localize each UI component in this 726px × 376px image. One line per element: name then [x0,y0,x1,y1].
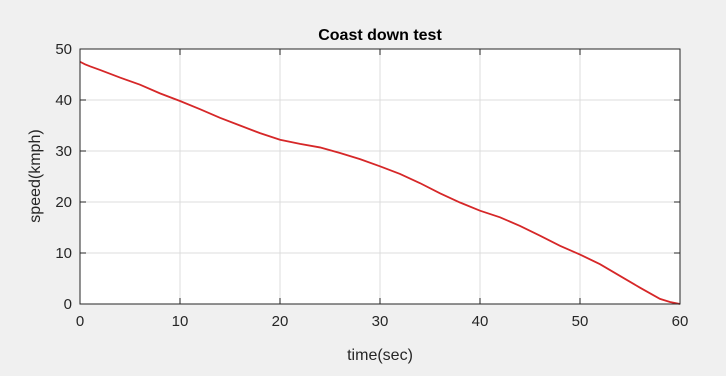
y-tick-label: 0 [64,296,72,313]
y-tick-label: 20 [55,194,72,211]
series-line-speed [79,60,681,305]
x-tick-label: 40 [472,313,489,330]
y-tick-label: 30 [55,143,72,160]
x-axis-label: time(sec) [347,347,413,364]
y-axis-label: speed(kmph) [27,129,44,222]
x-tick-label: 20 [272,313,289,330]
x-tick-label: 30 [372,313,389,330]
chart-title: Coast down test [318,27,442,44]
y-tick-label: 10 [55,245,72,262]
x-tick-label: 0 [76,313,84,330]
x-tick-label: 10 [172,313,189,330]
tick-labels: 0 10 20 30 40 50 60 0 10 20 30 40 50 [55,41,688,330]
y-tick-label: 40 [55,92,72,109]
x-tick-label: 60 [672,313,689,330]
x-tick-label: 50 [572,313,589,330]
grid [80,49,680,304]
y-tick-label: 50 [55,41,72,58]
plot-border [79,48,681,305]
